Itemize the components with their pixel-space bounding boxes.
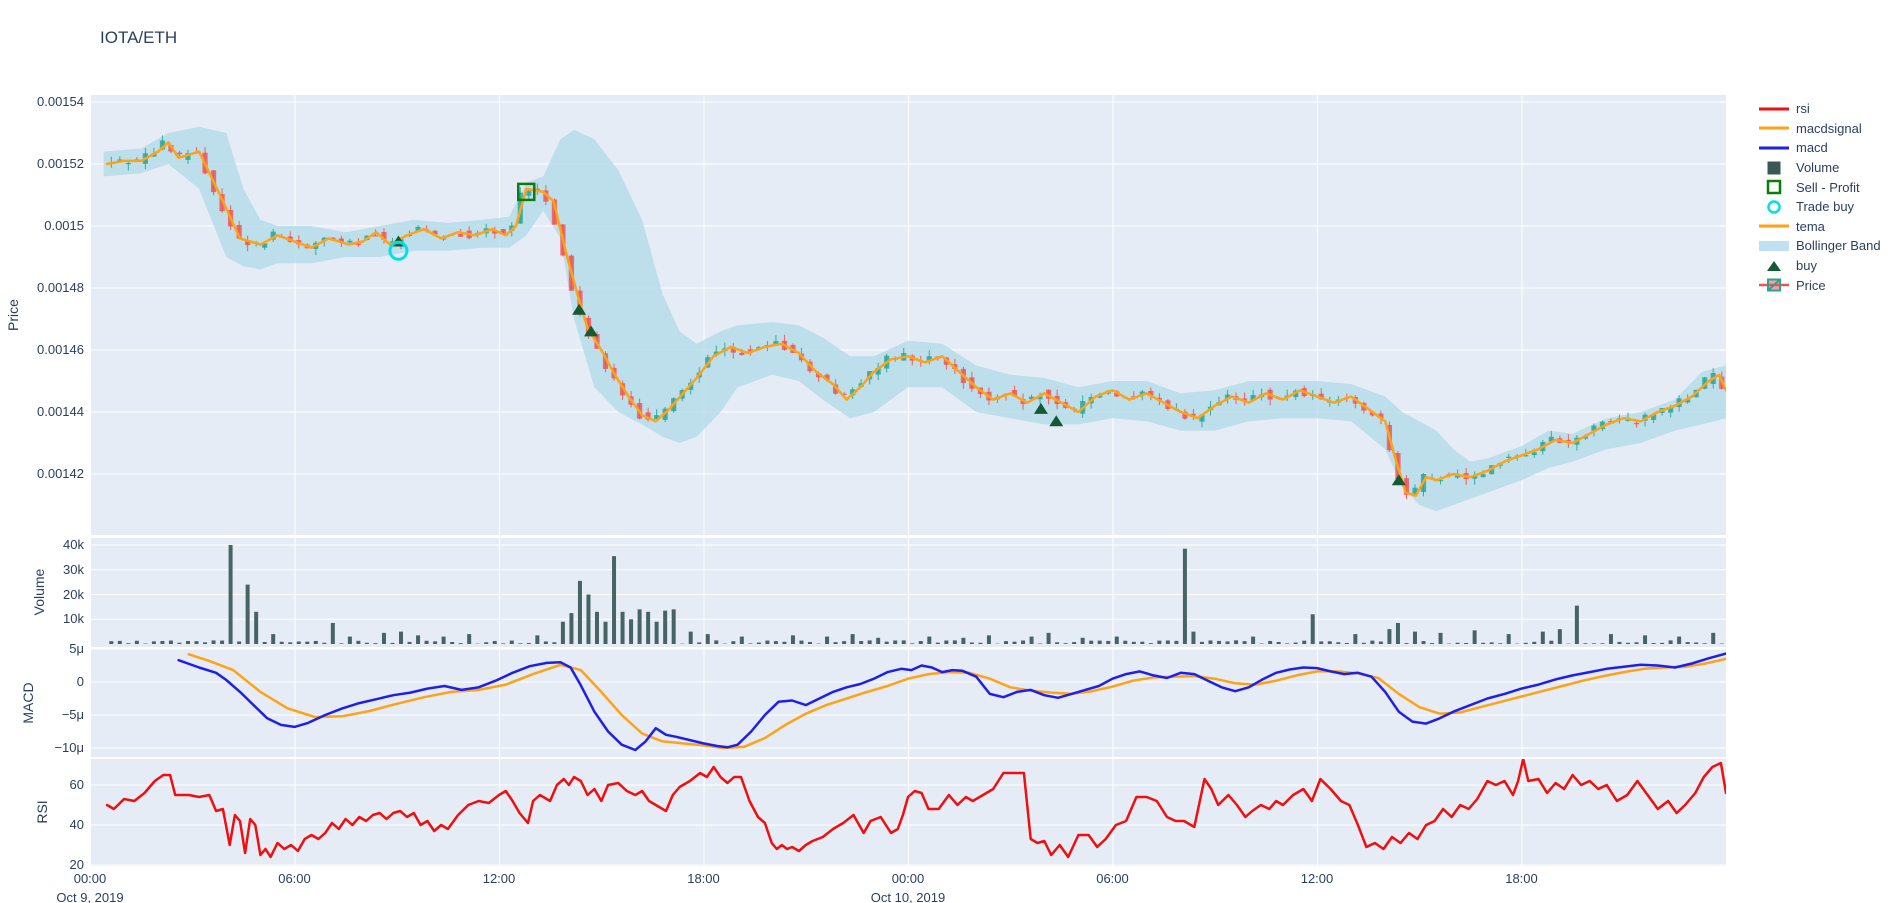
macd-panel[interactable] — [90, 649, 1726, 757]
y-tick-label: 0.00148 — [37, 280, 84, 295]
trade-buy-marker[interactable] — [388, 240, 409, 261]
legend-label: macdsignal — [1796, 120, 1862, 136]
x-tick-label: 18:00 — [687, 871, 720, 886]
legend-label: Volume — [1796, 160, 1840, 176]
legend-item-macd[interactable]: macd — [1757, 138, 1881, 158]
y-tick-label: 40k — [63, 537, 84, 552]
y-tick-label: 20 — [69, 857, 84, 872]
legend-label: Price — [1796, 277, 1826, 293]
buy-marker[interactable] — [1391, 474, 1406, 486]
y-tick-label: 0.00142 — [37, 466, 84, 481]
y-tick-label: −10μ — [54, 740, 84, 755]
y-tick-label: 5μ — [69, 641, 84, 656]
legend-label: tema — [1796, 218, 1825, 234]
buy-marker[interactable] — [572, 303, 587, 315]
triangle-legend-icon — [1767, 260, 1781, 271]
rsi-panel[interactable] — [90, 759, 1726, 866]
y-tick-label: 0.00146 — [37, 342, 84, 357]
line-legend-icon — [1759, 126, 1789, 130]
legend-item-rsi[interactable]: rsi — [1757, 99, 1881, 119]
legend: rsi macdsignal macd Volume Sell - Profit Trad… — [1757, 99, 1881, 295]
legend-label: Sell - Profit — [1796, 179, 1860, 195]
macd-panel-plot[interactable] — [90, 649, 1726, 757]
x-tick-label: 00:00 — [73, 871, 107, 886]
price-panel[interactable] — [90, 95, 1726, 535]
volume-panel-plot[interactable] — [90, 538, 1726, 647]
legend-label: macd — [1796, 140, 1828, 156]
y-tick-label: −5μ — [61, 707, 84, 722]
legend-item-macdsignal[interactable]: macdsignal — [1757, 119, 1881, 139]
x-tick-label: 06:00 — [1096, 871, 1129, 886]
y-tick-label: 0.00144 — [37, 404, 84, 419]
x-date-label: Oct 10, 2019 — [870, 890, 946, 903]
x-tick-label: 06:00 — [278, 871, 311, 886]
x-tick-label: 12:00 — [1300, 871, 1334, 886]
band-legend-icon — [1759, 240, 1789, 251]
square-legend-icon — [1767, 161, 1781, 175]
y-tick-label: 60 — [69, 777, 84, 792]
legend-item-bollinger-band[interactable]: Bollinger Band — [1757, 236, 1881, 256]
legend-item-volume[interactable]: Volume — [1757, 158, 1881, 178]
y-tick-label: 0 — [76, 674, 84, 689]
legend-item-buy[interactable]: buy — [1757, 256, 1881, 276]
buy-marker[interactable] — [1033, 402, 1048, 414]
y-tick-label: 20k — [63, 586, 84, 602]
y-tick-label: 10k — [63, 611, 84, 627]
y-tick-label: 30k — [63, 561, 84, 577]
y-tick-label: 0.00154 — [37, 94, 84, 109]
x-tick-label: 00:00 — [891, 871, 925, 886]
rsi-panel-plot[interactable] — [90, 759, 1726, 866]
candle-legend-icon — [1759, 278, 1789, 292]
legend-label: Trade buy — [1796, 199, 1855, 215]
price-axis-title: Price — [5, 299, 21, 331]
line-legend-icon — [1759, 224, 1789, 228]
x-tick-label: 12:00 — [482, 871, 516, 886]
volume-panel[interactable] — [90, 538, 1726, 647]
buy-marker[interactable] — [584, 325, 599, 337]
bollinger-band — [103, 126, 1726, 512]
y-tick-label: 0.00152 — [37, 156, 84, 171]
legend-label: rsi — [1796, 101, 1810, 117]
legend-label: Bollinger Band — [1796, 238, 1881, 254]
chart-title: IOTA/ETH — [100, 28, 178, 47]
square-open-legend-icon — [1766, 179, 1782, 195]
legend-label: buy — [1796, 258, 1817, 274]
x-tick-label: 18:00 — [1505, 871, 1538, 886]
legend-item-trade-buy[interactable]: Trade buy — [1757, 197, 1881, 217]
y-tick-label: 40 — [69, 817, 84, 832]
price-panel-plot[interactable] — [90, 95, 1726, 535]
legend-item-tema[interactable]: tema — [1757, 217, 1881, 237]
circle-open-legend-icon — [1767, 200, 1781, 214]
line-legend-icon — [1759, 146, 1789, 150]
legend-item-sell-profit[interactable]: Sell - Profit — [1757, 177, 1881, 197]
legend-item-price[interactable]: Price — [1757, 275, 1881, 295]
y-tick-label: 0.0015 — [44, 218, 84, 233]
line-legend-icon — [1759, 107, 1789, 111]
sell-profit-marker[interactable] — [517, 182, 536, 202]
buy-marker[interactable] — [1049, 415, 1064, 427]
x-date-label: Oct 9, 2019 — [56, 890, 124, 903]
